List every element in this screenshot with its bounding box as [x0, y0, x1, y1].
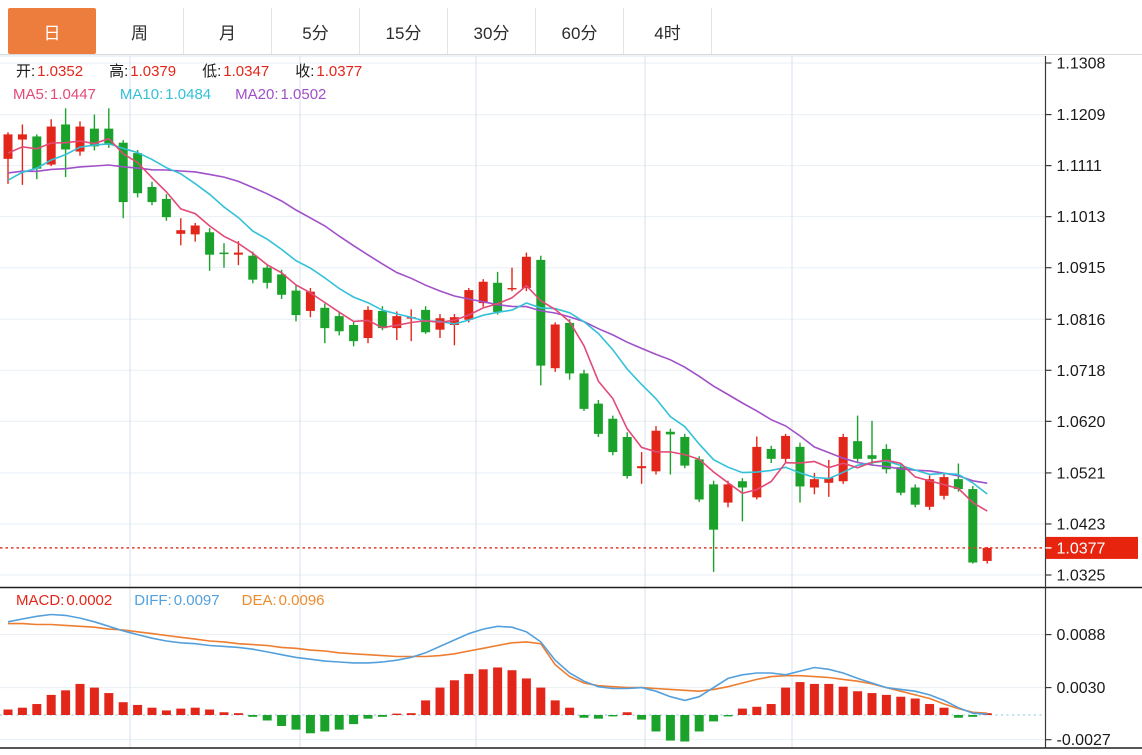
ma10-value: 1.0484: [165, 86, 212, 103]
ma20-label: MA20:: [235, 86, 279, 103]
open-readout: 开: 1.0352: [16, 63, 83, 81]
price-axis: 1.1308 1.1209 1.1111 1.1013 1.0915 1.0816 1.07…: [0, 56, 1142, 749]
low-value: 1.0347: [223, 63, 270, 80]
price-axis-label: 1.1209: [1057, 107, 1106, 124]
ma10-line: [7, 142, 988, 495]
close-readout: 收: 1.0377: [295, 63, 362, 81]
price-axis-label: 1.1013: [1057, 209, 1106, 226]
tab-30min[interactable]: 30分: [448, 8, 536, 54]
macd-readout: MACD: 0.0002: [16, 592, 112, 610]
macd-value: 0.0002: [66, 592, 113, 609]
close-label: 收:: [295, 63, 315, 80]
ma5-line: [7, 137, 988, 512]
price-axis-label: 1.0915: [1057, 260, 1106, 277]
macd-axis-label: -0.0027: [1057, 732, 1111, 749]
macd-layer: [0, 613, 1046, 742]
dea-label: DEA:: [241, 592, 277, 609]
ma20-readout: MA20: 1.0502: [235, 86, 326, 104]
tab-bar: 日周月 5分 15分 30分 60分 4时: [0, 0, 1142, 55]
tab-day[interactable]: 日: [8, 8, 96, 54]
ma10-readout: MA10: 1.0484: [120, 86, 211, 104]
ma-lines-layer: [7, 137, 988, 512]
macd-legend: MACD: 0.0002 DIFF: 0.0097 DEA: 0.0096: [16, 592, 325, 610]
last-price-badge-value: 1.0377: [1057, 540, 1106, 557]
low-readout: 低: 1.0347: [202, 63, 269, 81]
ma5-value: 1.0447: [50, 86, 96, 103]
tab-4hour[interactable]: 4时: [624, 8, 712, 54]
high-readout: 高: 1.0379: [109, 63, 176, 81]
price-axis-label: 1.1308: [1057, 56, 1106, 73]
dea-value: 0.0096: [278, 592, 325, 609]
price-axis-label: 1.0620: [1057, 414, 1106, 431]
ma-legend: MA5: 1.0447 MA10: 1.0484 MA20: 1.0502: [13, 86, 326, 104]
open-label: 开:: [16, 63, 36, 80]
dea-readout: DEA: 0.0096: [242, 592, 325, 610]
tab-15min[interactable]: 15分: [360, 8, 448, 54]
ma5-label: MA5:: [13, 86, 49, 103]
price-axis-label: 1.0521: [1057, 465, 1106, 482]
macd-label: MACD:: [16, 592, 65, 609]
tab-month[interactable]: 月: [184, 8, 272, 54]
open-value: 1.0352: [37, 63, 84, 80]
price-axis-label: 1.0423: [1057, 516, 1106, 533]
ohlc-legend: 开: 1.0352 高: 1.0379 低: 1.0347 收: 1.0377: [16, 63, 362, 81]
ma10-label: MA10:: [119, 86, 164, 103]
gridlines-layer: [0, 55, 1046, 748]
diff-label: DIFF:: [134, 592, 172, 609]
macd-axis-label: 0.0088: [1057, 627, 1106, 644]
high-value: 1.0379: [130, 63, 177, 80]
price-axis-label: 1.0718: [1057, 363, 1106, 380]
tab-5min[interactable]: 5分: [272, 8, 360, 54]
ma20-value: 1.0502: [280, 86, 327, 103]
macd-axis-label: 0.0030: [1057, 680, 1106, 697]
close-value: 1.0377: [316, 63, 363, 80]
diff-line: [7, 613, 988, 715]
diff-value: 0.0097: [173, 592, 220, 609]
ma5-readout: MA5: 1.0447: [13, 86, 96, 104]
tab-60min[interactable]: 60分: [536, 8, 624, 54]
last-price-badge: 1.0377: [1045, 536, 1138, 559]
price-axis-label: 1.1111: [1057, 158, 1102, 175]
price-axis-label: 1.0816: [1057, 312, 1106, 329]
diff-readout: DIFF: 0.0097: [134, 592, 219, 610]
dea-line: [8, 622, 988, 714]
tab-week[interactable]: 周: [96, 8, 184, 54]
low-label: 低:: [202, 63, 222, 80]
high-label: 高:: [109, 63, 129, 80]
price-axis-label: 1.0325: [1057, 568, 1106, 585]
